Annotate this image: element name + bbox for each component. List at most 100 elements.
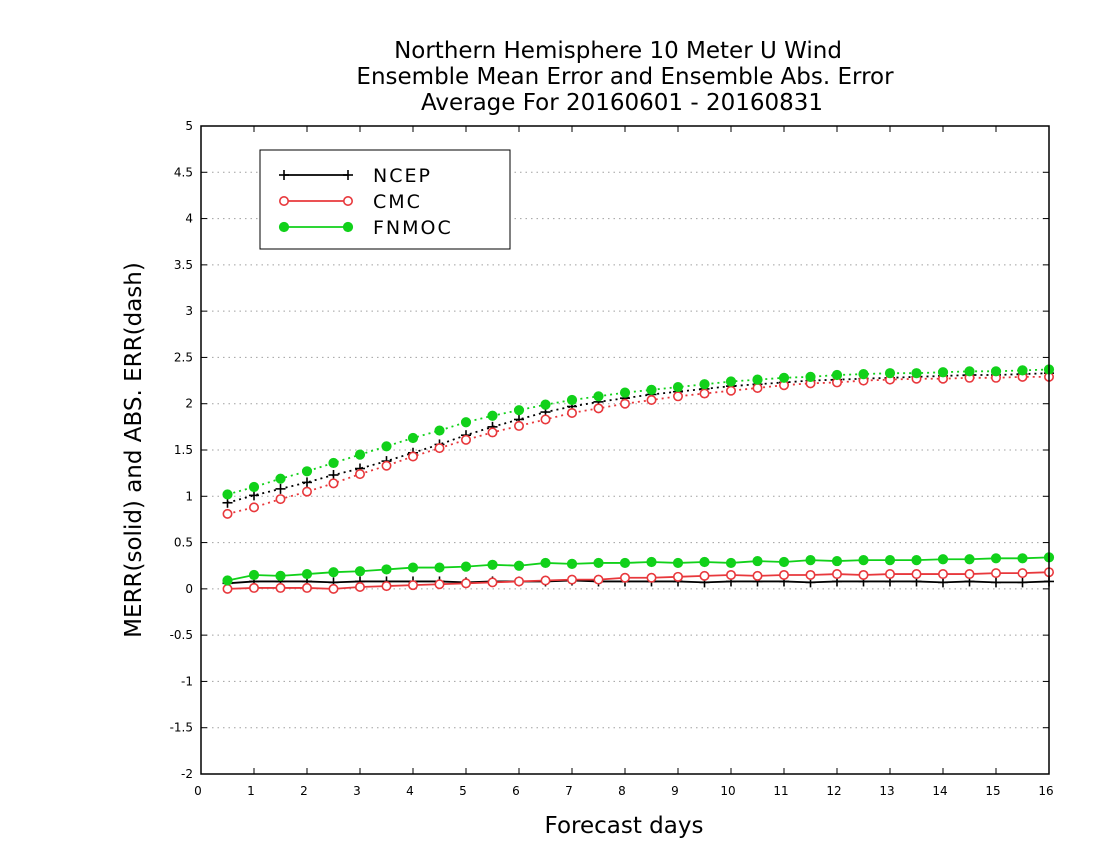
fnmoc-abs-err-point [1017, 365, 1028, 376]
y-tick-label: -2 [181, 767, 193, 781]
fnmoc-abs-err-point [407, 432, 419, 444]
fnmoc-abs-err-point [381, 441, 392, 452]
cmc-merr-point [831, 569, 842, 580]
y-tick-label: 1 [185, 489, 193, 503]
title-line-3: Average For 20160601 - 20160831 [421, 90, 823, 116]
fnmoc-abs-err-point [593, 391, 604, 402]
cmc-abs-err-point [672, 391, 683, 402]
fnmoc-abs-err-point [884, 368, 896, 379]
y-tick-label: -0.5 [170, 628, 193, 642]
fnmoc-abs-err-point [672, 381, 684, 393]
cmc-abs-err-line [227, 375, 1049, 515]
fnmoc-abs-err-point [301, 466, 313, 477]
cmc-merr-line [227, 571, 1050, 590]
y-tick-label: 0 [185, 582, 193, 596]
cmc-abs-err-point [487, 427, 498, 438]
x-tick-label: 9 [671, 784, 679, 798]
cmc-abs-err-point [222, 508, 233, 519]
y-tick-label: 2 [185, 397, 193, 411]
cmc-merr-point [249, 582, 260, 593]
fnmoc-abs-err-point [805, 371, 816, 382]
fnmoc-abs-err-point [275, 473, 286, 484]
y-tick-label: 0.5 [174, 536, 193, 550]
fnmoc-abs-err-point [354, 449, 366, 460]
cmc-abs-err-point [328, 478, 339, 489]
cmc-merr-point [911, 569, 922, 580]
cmc-merr-point [699, 570, 710, 581]
fnmoc-abs-err-point [858, 368, 869, 380]
x-tick-label: 1 [247, 784, 255, 798]
y-tick-label: 4.5 [174, 165, 193, 179]
cmc-merr-point [858, 569, 869, 580]
x-tick-label: 15 [985, 784, 1000, 798]
x-tick-label: 13 [879, 784, 894, 798]
y-tick-label: 3.5 [174, 258, 193, 272]
legend-item-fnmoc: FNMOC [278, 217, 453, 239]
x-tick-label: 7 [565, 784, 573, 798]
fnmoc-merr-point [513, 560, 525, 571]
cmc-merr-point [301, 582, 312, 593]
legend-marker [343, 170, 353, 180]
fnmoc-merr-point [434, 562, 445, 573]
fnmoc-abs-err-point [328, 457, 339, 469]
legend-label: CMC [373, 191, 422, 213]
legend-marker [278, 221, 290, 233]
legend-label: FNMOC [373, 217, 453, 239]
fnmoc-abs-err-point [646, 384, 657, 395]
cmc-merr-point [884, 569, 895, 580]
cmc-merr-point [778, 569, 789, 580]
fnmoc-abs-err-point [778, 372, 790, 383]
cmc-merr-point [566, 574, 577, 585]
cmc-abs-err-point [566, 407, 577, 418]
fnmoc-merr-point [275, 570, 286, 581]
cmc-merr-point [407, 580, 418, 591]
series-cmc [222, 371, 1055, 594]
y-tick-label: 2.5 [174, 350, 193, 364]
cmc-abs-err-point [381, 460, 392, 471]
legend-marker [342, 221, 354, 233]
fnmoc-merr-point [619, 557, 631, 569]
fnmoc-merr-point [672, 557, 684, 569]
fnmoc-abs-err-point [248, 481, 260, 493]
y-tick-label: 1.5 [174, 443, 193, 457]
fnmoc-merr-point [964, 554, 975, 565]
fnmoc-merr-point [990, 553, 1002, 564]
fnmoc-merr-point [487, 559, 498, 570]
fnmoc-merr-point [805, 555, 816, 566]
cmc-merr-point [619, 572, 630, 583]
title-line-2: Ensemble Mean Error and Ensemble Abs. Er… [356, 64, 894, 90]
axes: -2-1.5-1-0.500.511.522.533.544.550 1 2 3 4 5 6… [170, 119, 1054, 798]
series-fnmoc [222, 364, 1055, 586]
fnmoc-merr-point [354, 566, 366, 577]
cmc-merr-point [275, 582, 286, 593]
cmc-abs-err-point [593, 403, 604, 414]
cmc-abs-err-point [301, 486, 312, 497]
fnmoc-merr-point [593, 557, 604, 569]
x-tick-label: 3 [353, 784, 361, 798]
fnmoc-abs-err-point [752, 374, 763, 385]
cmc-merr-point [593, 574, 604, 585]
legend-label: NCEP [373, 165, 432, 187]
x-tick-label: 6 [512, 784, 520, 798]
x-tick-label: 0 [194, 784, 202, 798]
fnmoc-abs-err-point [619, 387, 631, 398]
fnmoc-merr-point [328, 567, 339, 578]
y-tick-label: 4 [185, 212, 193, 226]
fnmoc-abs-err-point [725, 376, 737, 387]
ncep-merr-line [227, 579, 1050, 585]
cmc-merr-point [725, 569, 736, 580]
fnmoc-merr-point [301, 568, 313, 580]
cmc-abs-err-point [646, 395, 657, 406]
x-tick-label: 4 [406, 784, 414, 798]
fnmoc-abs-err-point [566, 394, 578, 406]
ncep-merr-point [1017, 577, 1028, 588]
cmc-merr-point [487, 577, 498, 588]
cmc-merr-point [222, 583, 233, 594]
fnmoc-merr-point [460, 561, 472, 572]
legend-item-ncep: NCEP [279, 165, 432, 187]
cmc-abs-err-point [725, 385, 736, 396]
fnmoc-merr-point [248, 569, 260, 581]
legend-marker [342, 196, 353, 207]
